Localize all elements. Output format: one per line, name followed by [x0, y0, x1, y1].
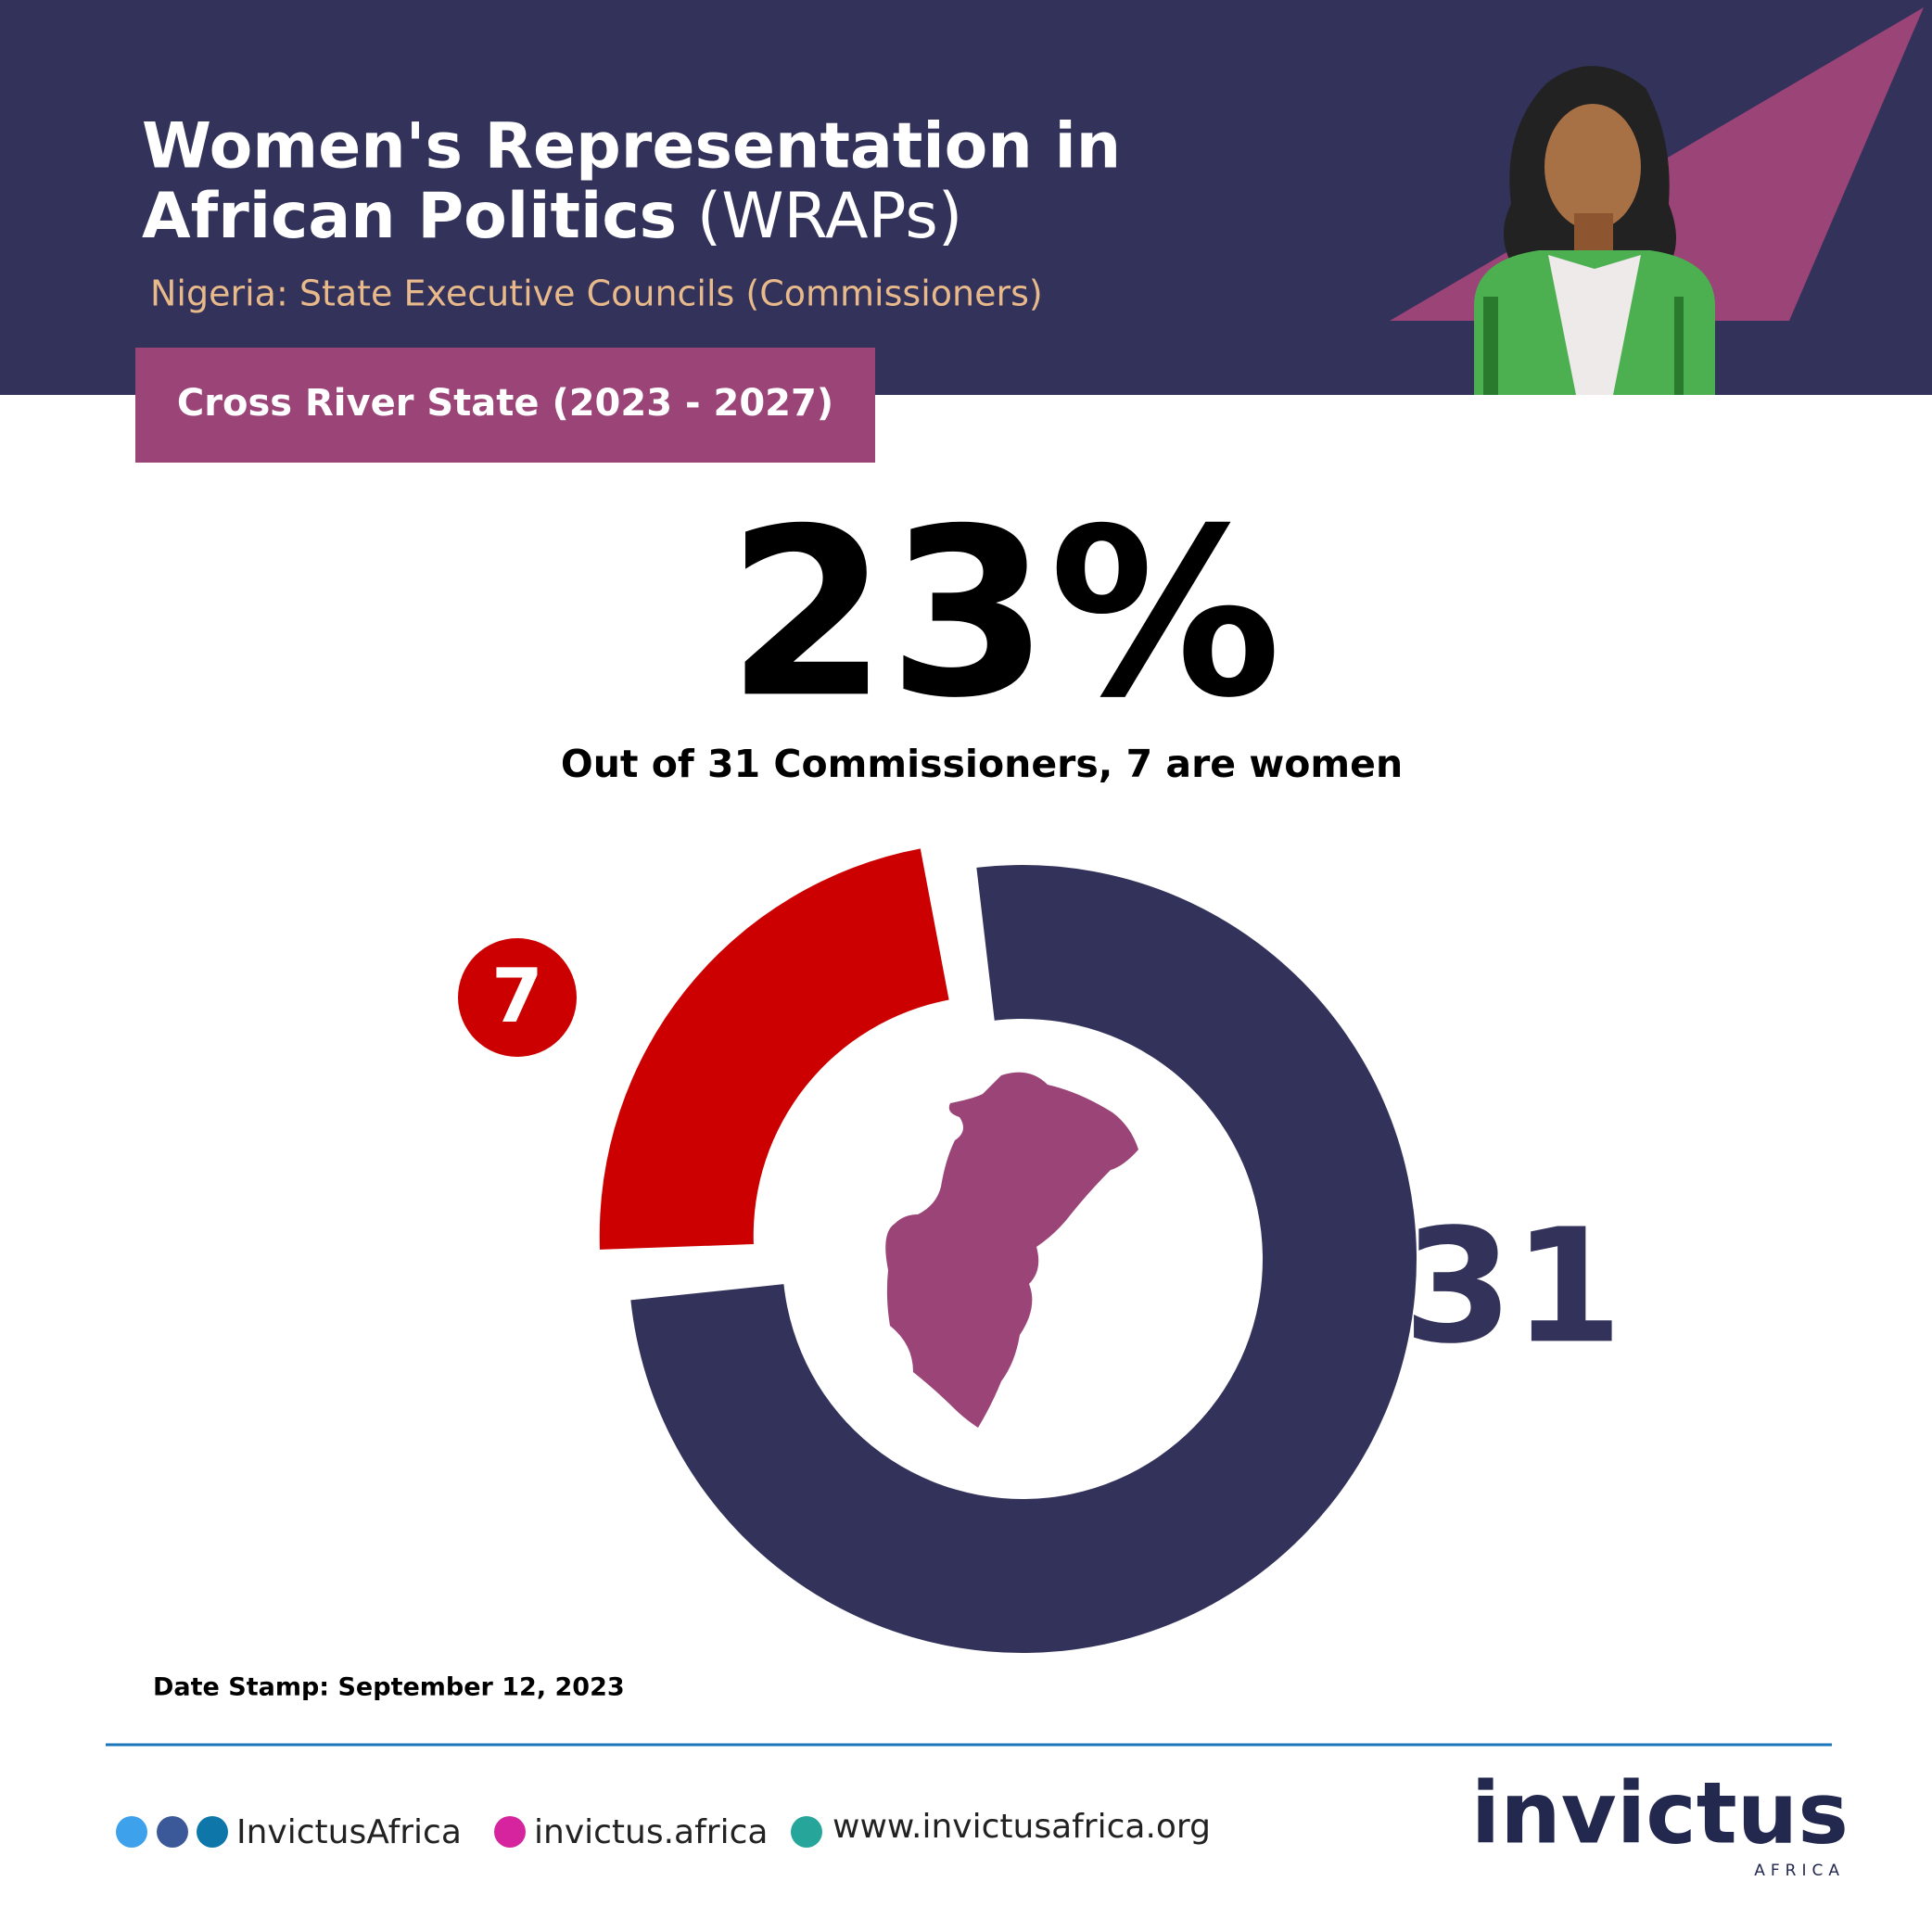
instagram-handle: invictus.africa	[534, 1813, 768, 1851]
title: African Politics (WRAPs)	[142, 180, 962, 253]
caption: Out of 31 Commissioners, 7 are women	[561, 742, 1403, 786]
logo-sub: AFRICA	[1754, 1862, 1845, 1880]
social-handle: InvictusAfrica	[236, 1813, 462, 1851]
title-bold: African Politics	[142, 180, 677, 253]
state-map	[885, 1072, 1138, 1428]
donut: 7 31	[458, 848, 1622, 1653]
total-label: 31	[1404, 1195, 1623, 1379]
logo: invictus	[1471, 1763, 1849, 1862]
part-label: 7	[491, 953, 543, 1039]
headline: 23%	[727, 478, 1281, 748]
linkedin-icon	[197, 1816, 228, 1848]
facebook-icon	[157, 1816, 188, 1848]
title: Women's Representation in	[142, 110, 1121, 184]
web-icon	[791, 1816, 822, 1848]
twitter-icon	[116, 1816, 147, 1848]
donut-part	[599, 848, 949, 1250]
title-regular: (WRAPs)	[697, 180, 963, 253]
subtitle: Nigeria: State Executive Councils (Commi…	[150, 273, 1043, 314]
badge-text: Cross River State (2023 - 2027)	[177, 382, 833, 425]
donut-rest	[630, 864, 1417, 1653]
date-stamp: Date Stamp: September 12, 2023	[153, 1673, 625, 1702]
woman-illustration	[1474, 66, 1715, 395]
badge	[135, 348, 875, 463]
part-label-bg	[458, 938, 577, 1057]
website: www.invictusafrica.org	[833, 1808, 1211, 1846]
instagram-icon	[494, 1816, 526, 1848]
